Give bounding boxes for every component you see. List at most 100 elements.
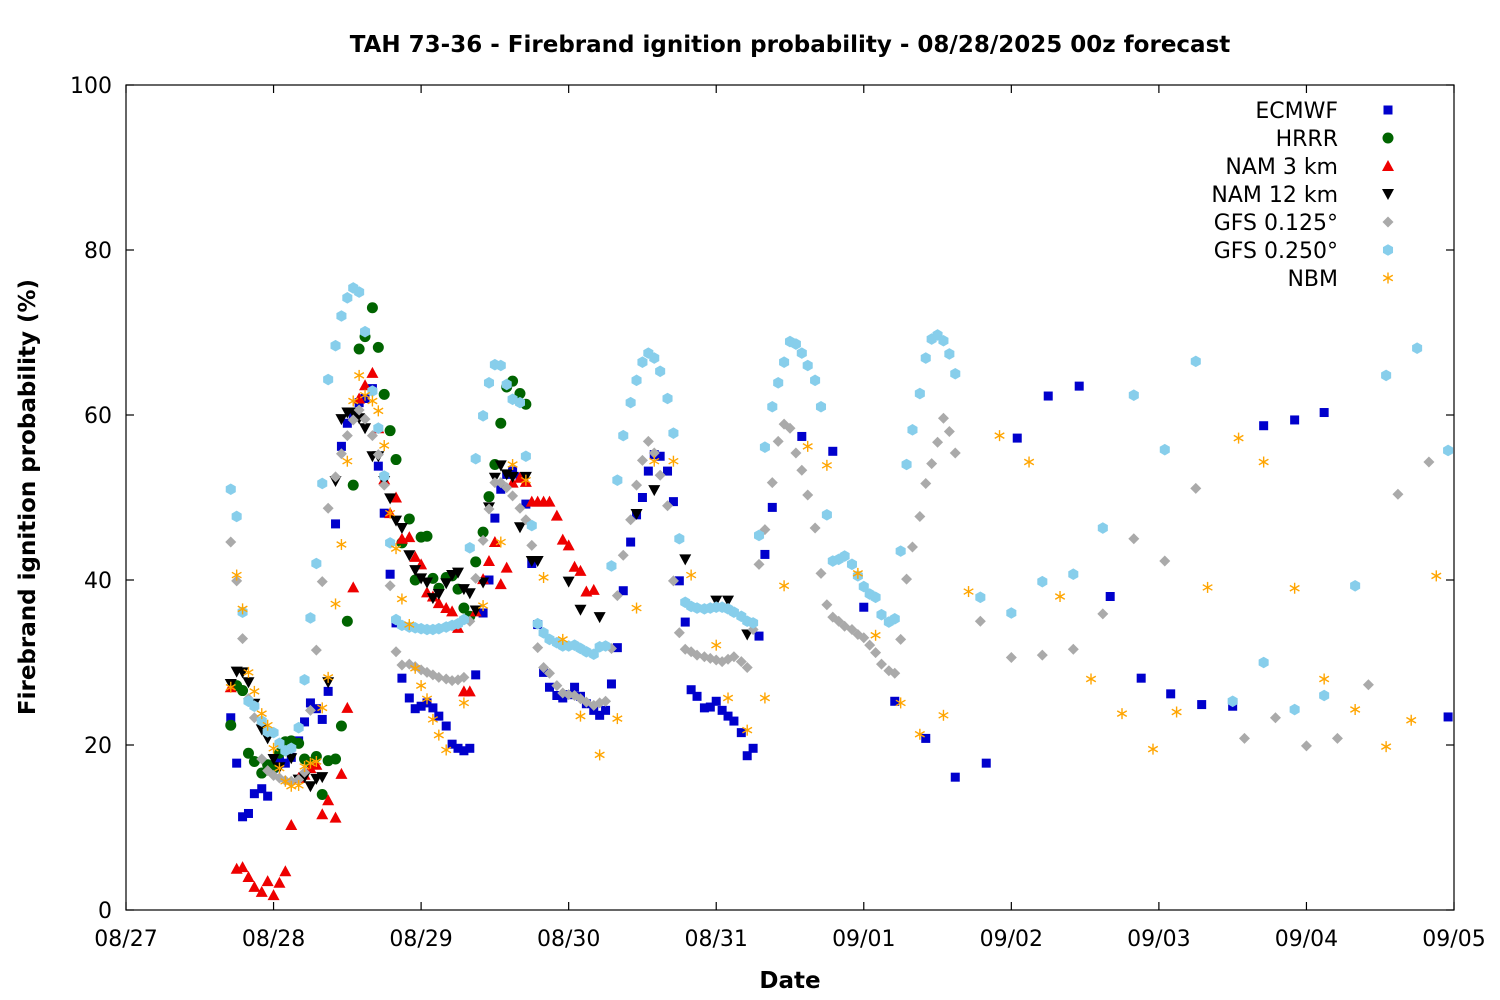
point-s1-18: [335, 720, 347, 732]
point-s4-120: [1005, 652, 1017, 664]
point-s5-7: [268, 726, 279, 739]
point-s0-107: [1443, 712, 1453, 722]
point-s5-101: [846, 558, 857, 571]
point-s5-72: [668, 427, 679, 439]
point-s6-7: [268, 742, 279, 754]
point-s0-100: [1136, 673, 1146, 683]
point-s4-123: [1097, 608, 1109, 620]
point-s6-11: [293, 779, 304, 791]
point-s5-124: [1128, 389, 1139, 401]
point-s6-38: [495, 536, 506, 548]
point-s6-67: [1116, 708, 1128, 720]
point-s0-75: [686, 685, 696, 695]
x-tick-label-4: 08/31: [685, 927, 748, 952]
point-s6-42: [557, 633, 568, 645]
point-s4-5: [256, 753, 268, 765]
point-s4-109: [895, 633, 907, 645]
point-s4-112: [914, 510, 926, 522]
point-s5-23: [367, 385, 378, 397]
point-s3-57: [710, 595, 723, 607]
point-s0-104: [1259, 421, 1269, 431]
point-s5-41: [478, 410, 489, 422]
point-s5-64: [618, 429, 629, 442]
point-s4-20: [347, 414, 359, 426]
legend-marker-0: [1383, 105, 1393, 115]
point-s2-10: [285, 819, 298, 831]
point-s3-18: [335, 414, 348, 426]
point-s5-127: [1227, 695, 1238, 708]
point-s2-2: [236, 861, 249, 873]
series-5: [225, 282, 1454, 757]
point-s5-131: [1350, 579, 1361, 592]
point-s5-69: [649, 352, 660, 364]
point-s6-77: [1406, 714, 1417, 726]
point-s4-66: [631, 479, 643, 491]
point-s3-29: [403, 550, 416, 562]
point-s0-5: [257, 784, 267, 794]
point-s5-50: [532, 617, 543, 630]
point-s0-65: [626, 537, 636, 547]
point-s2-8: [273, 876, 286, 888]
x-tick-label-2: 08/29: [389, 927, 452, 952]
point-s0-48: [521, 499, 531, 509]
x-tick-label-5: 09/01: [832, 927, 895, 952]
point-s4-73: [673, 627, 685, 639]
point-s2-6: [261, 875, 274, 887]
point-s0-71: [663, 466, 673, 476]
point-s5-15: [317, 477, 328, 490]
point-s4-70: [654, 469, 666, 481]
point-s6-1: [231, 569, 242, 581]
point-s4-93: [796, 464, 808, 476]
point-s4-26: [384, 580, 396, 592]
point-s5-108: [889, 612, 900, 625]
point-s4-64: [617, 549, 629, 561]
point-s6-28: [396, 593, 408, 605]
x-tick-label-7: 09/03: [1127, 927, 1190, 952]
point-s4-96: [815, 567, 827, 579]
point-s0-33: [428, 703, 438, 713]
point-s0-81: [723, 711, 733, 721]
point-s4-13: [304, 704, 316, 716]
y-tick-label-60: 60: [84, 404, 112, 429]
point-s0-19: [342, 418, 352, 428]
point-s0-13: [305, 698, 315, 708]
legend-marker-4: [1382, 216, 1394, 228]
point-s6-72: [1258, 456, 1269, 468]
point-s2-5: [255, 885, 268, 897]
point-s5-19: [342, 292, 353, 304]
point-s2-20: [347, 581, 360, 593]
point-s4-53: [551, 680, 563, 692]
point-s3-51: [562, 576, 575, 588]
point-s4-19: [341, 430, 353, 442]
point-s6-46: [631, 602, 642, 614]
point-s5-132: [1381, 369, 1392, 382]
point-s4-40: [470, 572, 482, 584]
point-s5-1: [231, 510, 242, 523]
point-s4-47: [514, 502, 526, 514]
point-s5-17: [330, 339, 341, 352]
point-s5-18: [336, 310, 347, 322]
legend-label-3: NAM 12 km: [1211, 183, 1338, 208]
y-tick-label-20: 20: [84, 734, 112, 759]
point-s4-97: [821, 599, 833, 611]
y-tick-label-80: 80: [84, 239, 112, 264]
point-s4-22: [359, 413, 371, 425]
point-s5-47: [514, 396, 525, 409]
point-s4-51: [538, 661, 550, 673]
point-s2-47: [513, 471, 526, 483]
point-s5-120: [1006, 607, 1017, 619]
point-s3-44: [494, 460, 507, 472]
point-s3-56: [679, 554, 692, 566]
point-s2-22: [359, 379, 372, 391]
point-s0-2: [238, 812, 248, 822]
point-s5-109: [895, 545, 906, 557]
point-s4-42: [483, 503, 495, 515]
point-s4-41: [477, 534, 489, 546]
point-s4-28: [396, 659, 408, 671]
point-s0-0: [226, 713, 236, 723]
point-s3-26: [384, 493, 397, 505]
point-s5-122: [1068, 568, 1079, 581]
chart-title: TAH 73-36 - Firebrand ignition probabili…: [350, 32, 1231, 58]
point-s2-56: [568, 560, 581, 572]
point-s4-65: [625, 514, 637, 526]
